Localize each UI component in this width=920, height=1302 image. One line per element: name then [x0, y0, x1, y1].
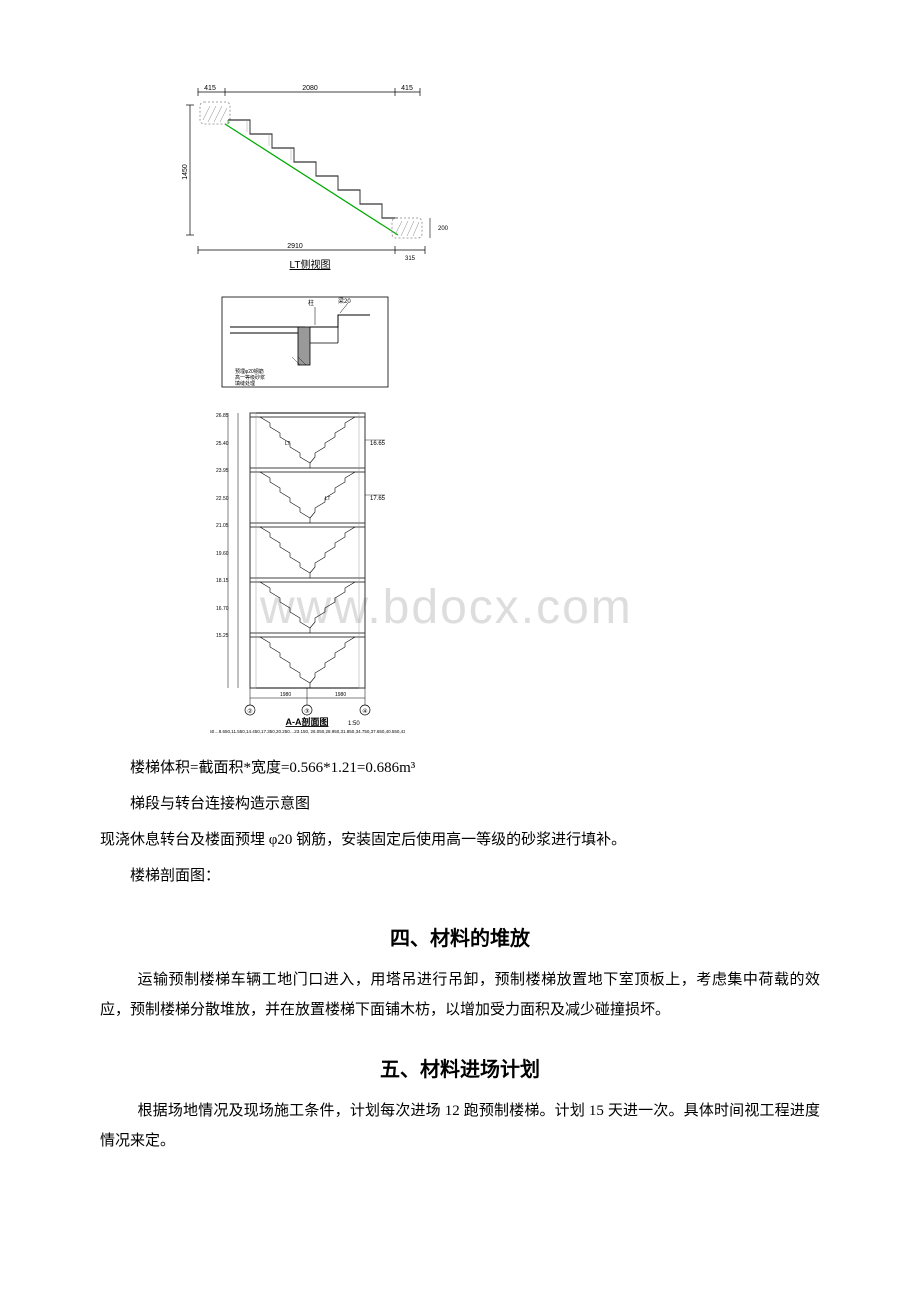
diagram3-rlabel-0: 16.65 — [370, 441, 386, 447]
diagram3-circle-1: ② — [247, 708, 252, 715]
diagram1-dim-tr: 415 — [401, 85, 413, 92]
diagram3-scale: 1:50 — [348, 721, 360, 727]
section5-heading: 五、材料进场计划 — [100, 1053, 820, 1082]
svg-text:22.50: 22.50 — [216, 496, 229, 502]
text-line4: 楼梯剖面图： — [100, 858, 820, 894]
svg-text:18.15: 18.15 — [216, 578, 229, 584]
diagram3-rlabel-1: 17.65 — [370, 496, 386, 502]
svg-text:23.95: 23.95 — [216, 468, 229, 474]
section4-heading: 四、材料的堆放 — [100, 922, 820, 951]
text-line3: 现浇休息转台及楼面预埋 φ20 钢筋，安装固定后使用高一等级的砂浆进行填补。 — [100, 822, 820, 858]
diagram3-circle-3: ④ — [362, 708, 367, 715]
diagram1-dim-tl: 415 — [204, 85, 216, 92]
diagram2-note3: 填缝处理 — [235, 380, 255, 387]
diagram2-note2: 高一等级砂浆 — [235, 374, 265, 381]
diagram2-container: 柱 梁20 预埋φ20钢筋 高一等级砂浆 填缝处理 — [220, 295, 820, 395]
svg-text:15.25: 15.25 — [216, 633, 229, 639]
diagram3-lt2: LT — [325, 496, 330, 502]
section4-para: 运输预制楼梯车辆工地门口进入，用塔吊进行吊卸，预制楼梯放置地下室顶板上，考虑集中… — [100, 965, 820, 1025]
svg-text:19.60: 19.60 — [216, 551, 229, 557]
diagram1-steps — [228, 120, 398, 218]
text-line2: 梯段与转台连接构造示意图 — [100, 786, 820, 822]
diagram3-circle-2: ③ — [304, 708, 309, 715]
text-line1: 楼梯体积=截面积*宽度=0.566*1.21=0.686m³ — [100, 750, 820, 786]
svg-text:1980: 1980 — [335, 692, 346, 698]
diagram1-container: 415 2080 415 1450 — [180, 80, 820, 285]
diagram3-lt1: LT — [285, 441, 290, 447]
diagram2-label-right: 梁20 — [338, 297, 351, 305]
diagram2-note1: 预埋φ20钢筋 — [235, 368, 264, 375]
svg-text:16.70: 16.70 — [216, 606, 229, 612]
diagram3-svg: 26.85 25.40 23.95 22.50 21.05 19.60 18.1… — [210, 405, 405, 735]
svg-text:21.05: 21.05 — [216, 523, 229, 529]
section5-para: 根据场地情况及现场施工条件，计划每次进场 12 跑预制楼梯。计划 15 天进一次… — [100, 1096, 820, 1156]
diagram1-dim-br1: 200 — [438, 226, 449, 232]
diagram1-dim-left: 1450 — [182, 164, 189, 180]
svg-text:25.40: 25.40 — [216, 441, 229, 447]
diagram1-svg: 415 2080 415 1450 — [180, 80, 460, 280]
diagram1-dim-br2: 315 — [405, 256, 416, 262]
diagram2-label-left: 柱 — [308, 299, 314, 307]
svg-text:26.85: 26.85 — [216, 413, 229, 419]
diagram3-caption: A-A剖面图 — [286, 716, 329, 727]
diagram3-container: 26.85 25.40 23.95 22.50 21.05 19.60 18.1… — [210, 405, 820, 740]
diagram3-footer: H=2.850,5.750…8.650,11.550,14.450,17.350… — [210, 729, 405, 734]
diagram1-dim-tm: 2080 — [302, 85, 318, 92]
diagram1-caption: LT侧视图 — [290, 258, 331, 271]
diagram2-svg: 柱 梁20 预埋φ20钢筋 高一等级砂浆 填缝处理 — [220, 295, 390, 390]
svg-text:1980: 1980 — [280, 692, 291, 698]
diagram1-dim-bottom: 2910 — [287, 243, 303, 250]
